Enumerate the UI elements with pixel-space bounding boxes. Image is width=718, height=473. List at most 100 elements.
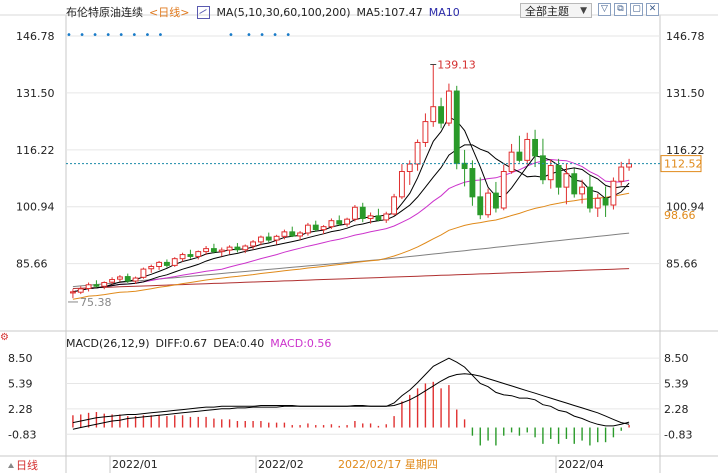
candle-body xyxy=(571,173,578,195)
macd-header: MACD(26,12,9) DIFF:0.67 DEA:0.40 MACD:0.… xyxy=(66,337,331,350)
collapse-icon[interactable]: ▽ xyxy=(598,3,611,16)
candle-body xyxy=(461,162,468,170)
candle-body xyxy=(610,180,617,206)
candle-body xyxy=(500,171,507,209)
candle-body xyxy=(101,282,108,287)
macd-tick-left: 2.28 xyxy=(8,403,33,416)
ma5-value: MA5:107.47 xyxy=(356,5,423,19)
macd-settings-label[interactable]: MACD(26,12,9) xyxy=(66,337,150,350)
candle-body xyxy=(383,213,390,221)
event-markers-left[interactable]: • • • • • • • • xyxy=(66,30,166,41)
macd-tick-right: -0.83 xyxy=(664,428,692,441)
candle-body xyxy=(391,196,398,215)
candle-body xyxy=(532,138,539,157)
macd-tick-right: 2.28 xyxy=(664,403,689,416)
event-markers-right[interactable]: • • • • xyxy=(246,30,294,41)
candle-body xyxy=(328,220,335,228)
macd-tick-left: 8.50 xyxy=(8,352,33,365)
candle-body xyxy=(85,284,92,289)
macd-diff-value: DIFF:0.67 xyxy=(155,337,208,350)
candle-body xyxy=(187,254,194,257)
candle-body xyxy=(398,171,405,198)
candle-body xyxy=(469,168,476,198)
ma-value-label: 98.66 xyxy=(664,209,696,222)
candle-body xyxy=(320,226,327,231)
candle-body xyxy=(555,165,562,188)
last-price-box xyxy=(660,155,702,173)
candle-body xyxy=(124,276,131,282)
candle-body xyxy=(304,224,311,234)
candle-body xyxy=(250,241,257,247)
time-tick-label: 2022/02 xyxy=(258,458,304,471)
candle-body xyxy=(406,163,413,173)
macd-dea-value: DEA:0.40 xyxy=(213,337,265,350)
candle-body xyxy=(257,236,264,243)
price-tick-left: 85.66 xyxy=(16,258,48,271)
candle-body xyxy=(273,235,280,241)
candle-body xyxy=(547,165,554,181)
candle-body xyxy=(453,90,460,164)
price-tick-left: 146.78 xyxy=(16,30,55,43)
candle-body xyxy=(226,246,233,251)
candle-body xyxy=(344,218,351,225)
time-tick-label: 2022/01 xyxy=(112,458,158,471)
time-tick-label: 2022/04 xyxy=(558,458,604,471)
candle-body xyxy=(445,90,452,124)
ma200-line xyxy=(72,268,630,289)
candle-body xyxy=(93,284,100,287)
macd-tick-left: -0.83 xyxy=(8,428,36,441)
candle-body xyxy=(422,121,429,143)
ma-indicator-icon[interactable] xyxy=(197,5,211,19)
macd-dea-line xyxy=(72,373,630,430)
candle-body xyxy=(163,261,170,266)
ma-settings-label[interactable]: MA(5,10,30,60,100,200) xyxy=(216,5,351,19)
theme-select[interactable]: 全部主题 ▼ xyxy=(520,3,592,18)
candle-body xyxy=(195,251,202,257)
maximize-icon[interactable]: ▢ xyxy=(630,3,643,16)
close-icon[interactable]: ✕ xyxy=(646,3,659,16)
price-tick-left: 100.94 xyxy=(16,201,55,214)
candle-body xyxy=(210,248,217,253)
candle-body xyxy=(234,246,241,251)
candle-body xyxy=(69,291,76,294)
price-tick-left: 131.50 xyxy=(16,87,55,100)
candle-body xyxy=(626,163,633,168)
candle-body xyxy=(579,186,586,195)
candle-body xyxy=(171,258,178,266)
chevron-down-icon: ▼ xyxy=(580,6,587,16)
candle-body xyxy=(132,277,139,282)
instrument-title: 布伦特原油连续 xyxy=(66,6,143,19)
settings-icon[interactable]: ⚙ xyxy=(0,332,9,343)
candle-body xyxy=(367,215,374,219)
candle-body xyxy=(312,224,319,231)
candle-body xyxy=(116,276,123,280)
price-tick-right: 146.78 xyxy=(666,30,705,43)
chart-header: 布伦特原油连续 <日线> MA(5,10,30,60,100,200) MA5:… xyxy=(66,4,460,20)
theme-select-label: 全部主题 xyxy=(525,5,569,18)
candle-body xyxy=(242,245,249,251)
candle-body xyxy=(594,197,601,209)
high-annotation: 139.13 xyxy=(437,58,476,71)
restore-icon[interactable]: ⧉ xyxy=(614,3,627,16)
candle-body xyxy=(618,166,625,182)
candle-body xyxy=(524,138,531,161)
candle-body xyxy=(602,197,609,206)
candle-body xyxy=(586,186,593,209)
candle-body xyxy=(375,215,382,221)
timeframe-label[interactable]: <日线> xyxy=(149,6,190,19)
event-marker-mid[interactable]: • xyxy=(228,30,236,41)
candle-body xyxy=(359,206,366,219)
last-price-label: 112.52 xyxy=(664,158,703,171)
price-tick-right: 85.66 xyxy=(666,258,698,271)
crosshair-date-label: 2022/02/17 星期四 xyxy=(338,458,438,471)
ma10-line xyxy=(72,144,630,293)
candle-body xyxy=(281,231,288,237)
period-selector[interactable]: 日线 xyxy=(8,457,38,473)
candle-body xyxy=(289,231,296,237)
candle-body xyxy=(109,279,116,283)
triangle-up-icon xyxy=(8,463,14,468)
macd-tick-right: 8.50 xyxy=(664,352,689,365)
candle-body xyxy=(438,106,445,124)
low-annotation: 75.38 xyxy=(80,296,112,309)
price-tick-right: 100.94 xyxy=(666,201,705,214)
